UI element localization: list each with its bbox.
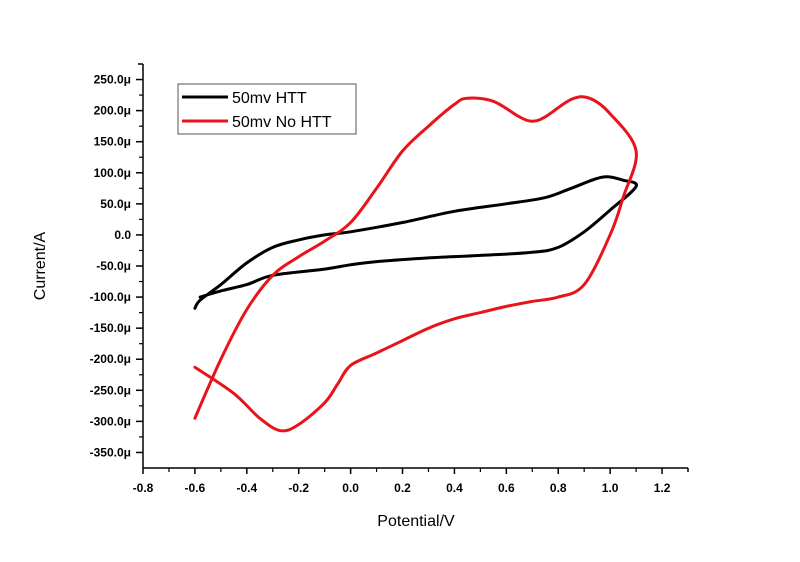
series-line-htt bbox=[193, 175, 638, 310]
x-tick-label: -0.4 bbox=[236, 481, 257, 495]
y-tick-label: -250.0μ bbox=[90, 383, 131, 397]
x-tick-label: 1.2 bbox=[654, 481, 671, 495]
x-tick-label: 0.4 bbox=[446, 481, 463, 495]
x-tick-label: -0.6 bbox=[185, 481, 206, 495]
y-tick-label: -200.0μ bbox=[90, 352, 131, 366]
series-lines bbox=[193, 95, 638, 433]
x-tick-label: -0.2 bbox=[288, 481, 309, 495]
x-tick-label: 0.6 bbox=[498, 481, 515, 495]
x-tick-label: 0.0 bbox=[342, 481, 359, 495]
y-tick-label: -300.0μ bbox=[90, 414, 131, 428]
y-axis-ticks: 250.0μ 200.0μ 150.0μ 100.0μ 50.0μ 0.0 -50.0μ -1… bbox=[90, 73, 143, 459]
x-tick-label: 1.0 bbox=[602, 481, 619, 495]
x-tick-label: -0.8 bbox=[133, 481, 154, 495]
legend-box bbox=[177, 83, 357, 135]
y-axis-title: Current/A bbox=[32, 231, 49, 300]
y-tick-label: 0.0 bbox=[114, 228, 131, 242]
y-tick-label: -50.0μ bbox=[96, 259, 131, 273]
x-axis-title: Potential/V bbox=[377, 513, 455, 530]
legend-label-htt: 50mv HTT bbox=[232, 90, 307, 107]
legend-label-no-htt: 50mv No HTT bbox=[232, 114, 332, 131]
y-tick-label: -100.0μ bbox=[90, 290, 131, 304]
y-tick-label: 150.0μ bbox=[94, 135, 131, 149]
y-tick-label: 250.0μ bbox=[94, 73, 131, 87]
y-tick-label: 50.0μ bbox=[100, 197, 131, 211]
x-tick-label: 0.8 bbox=[550, 481, 567, 495]
series-line-no-htt bbox=[193, 95, 638, 433]
legend: 50mv HTT 50mv No HTT bbox=[177, 83, 357, 135]
y-tick-label: 100.0μ bbox=[94, 166, 131, 180]
y-tick-label: -350.0μ bbox=[90, 445, 131, 459]
x-tick-label: 0.2 bbox=[394, 481, 411, 495]
y-tick-label: 200.0μ bbox=[94, 104, 131, 118]
x-axis-ticks: -0.8 -0.6 -0.4 -0.2 0.0 0.2 0.4 0.6 0.8 1.0 1.2 bbox=[133, 468, 671, 495]
y-tick-label: -150.0μ bbox=[90, 321, 131, 335]
